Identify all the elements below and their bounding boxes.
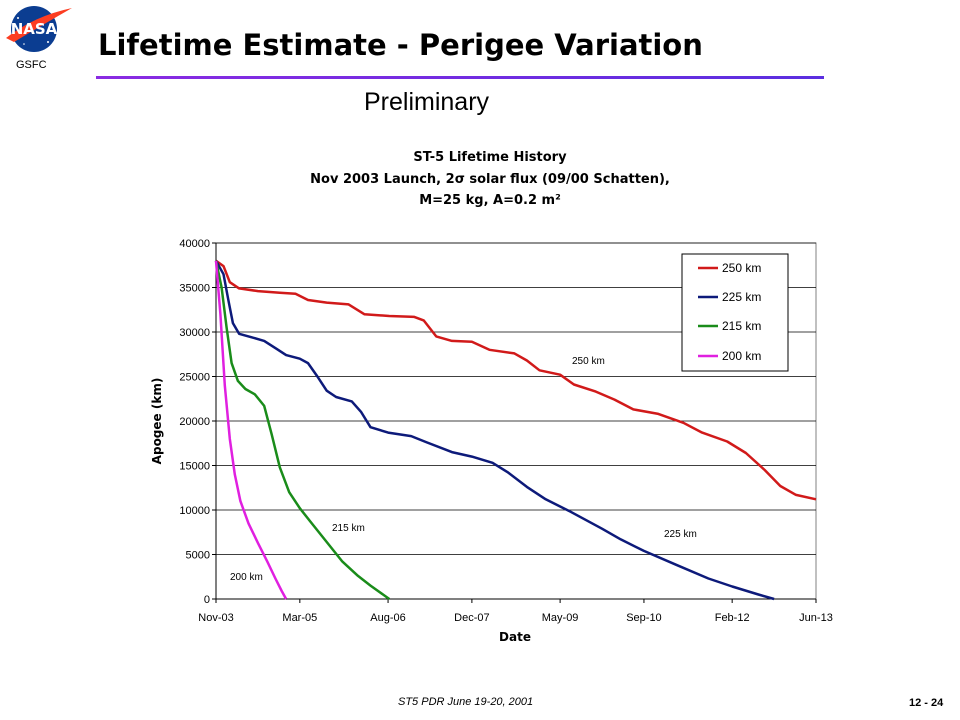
x-axis-ticks: Nov-03 Mar-05 Aug-06 Dec-07 May-09 Sep-10 Feb-… [198, 598, 833, 624]
x-tick-label-4: May-09 [542, 612, 579, 624]
annotation-215km: 215 km [332, 523, 365, 534]
legend: 250 km 225 km 215 km 200 km [681, 253, 789, 372]
x-tick-label-5: Sep-10 [626, 612, 661, 624]
x-tick-label-6: Feb-12 [715, 612, 750, 624]
footer-event: ST5 PDR June 19-20, 2001 [398, 696, 534, 708]
y-tick-label-5000: 5000 [186, 550, 210, 562]
annotation-250km: 250 km [572, 356, 605, 367]
gridlines [216, 242, 816, 555]
y-tick-label-15000: 15000 [179, 461, 210, 473]
x-tick-label-7: Jun-13 [799, 612, 833, 624]
series-line-225km [214, 260, 775, 601]
y-axis-label: Apogee (km) [150, 378, 164, 465]
y-axis-ticks: 0 5000 10000 15000 20000 25000 30000 35000 40000 [179, 238, 217, 606]
x-tick-label-1: Mar-05 [282, 612, 317, 624]
series-line-200km [214, 260, 288, 600]
annotation-200km: 200 km [230, 572, 263, 583]
y-tick-label-10000: 10000 [179, 505, 210, 517]
x-axis-label: Date [499, 630, 531, 644]
y-tick-label-30000: 30000 [179, 327, 210, 339]
org-label: GSFC [16, 59, 47, 71]
page-number: 12 - 24 [909, 697, 944, 709]
series-line-215km [214, 260, 391, 601]
x-tick-label-2: Aug-06 [370, 612, 405, 624]
series-lines [214, 259, 817, 601]
legend-label-200km: 200 km [722, 349, 761, 363]
y-tick-label-40000: 40000 [179, 238, 210, 250]
legend-label-225km: 225 km [722, 290, 761, 304]
x-tick-label-0: Nov-03 [198, 612, 233, 624]
chart-title-line-3: M=25 kg, A=0.2 m² [419, 193, 561, 208]
y-tick-label-0: 0 [204, 594, 210, 606]
y-tick-label-35000: 35000 [179, 283, 210, 295]
x-tick-label-3: Dec-07 [454, 612, 489, 624]
slide-title: Lifetime Estimate - Perigee Variation [98, 28, 703, 62]
slide-subtitle: Preliminary [364, 88, 490, 116]
title-underline [96, 76, 824, 79]
legend-label-215km: 215 km [722, 319, 761, 333]
legend-box [681, 253, 789, 372]
chart-title-line-1: ST-5 Lifetime History [413, 150, 567, 165]
series-line-250km [215, 259, 817, 501]
chart-title-line-2: Nov 2003 Launch, 2σ solar flux (09/00 Sc… [310, 172, 670, 187]
nasa-logo-text: NASA [11, 20, 58, 38]
nasa-logo: NASA [6, 6, 72, 52]
y-tick-label-25000: 25000 [179, 372, 210, 384]
legend-label-250km: 250 km [722, 261, 761, 275]
y-tick-label-20000: 20000 [179, 416, 210, 428]
annotation-225km: 225 km [664, 529, 697, 540]
